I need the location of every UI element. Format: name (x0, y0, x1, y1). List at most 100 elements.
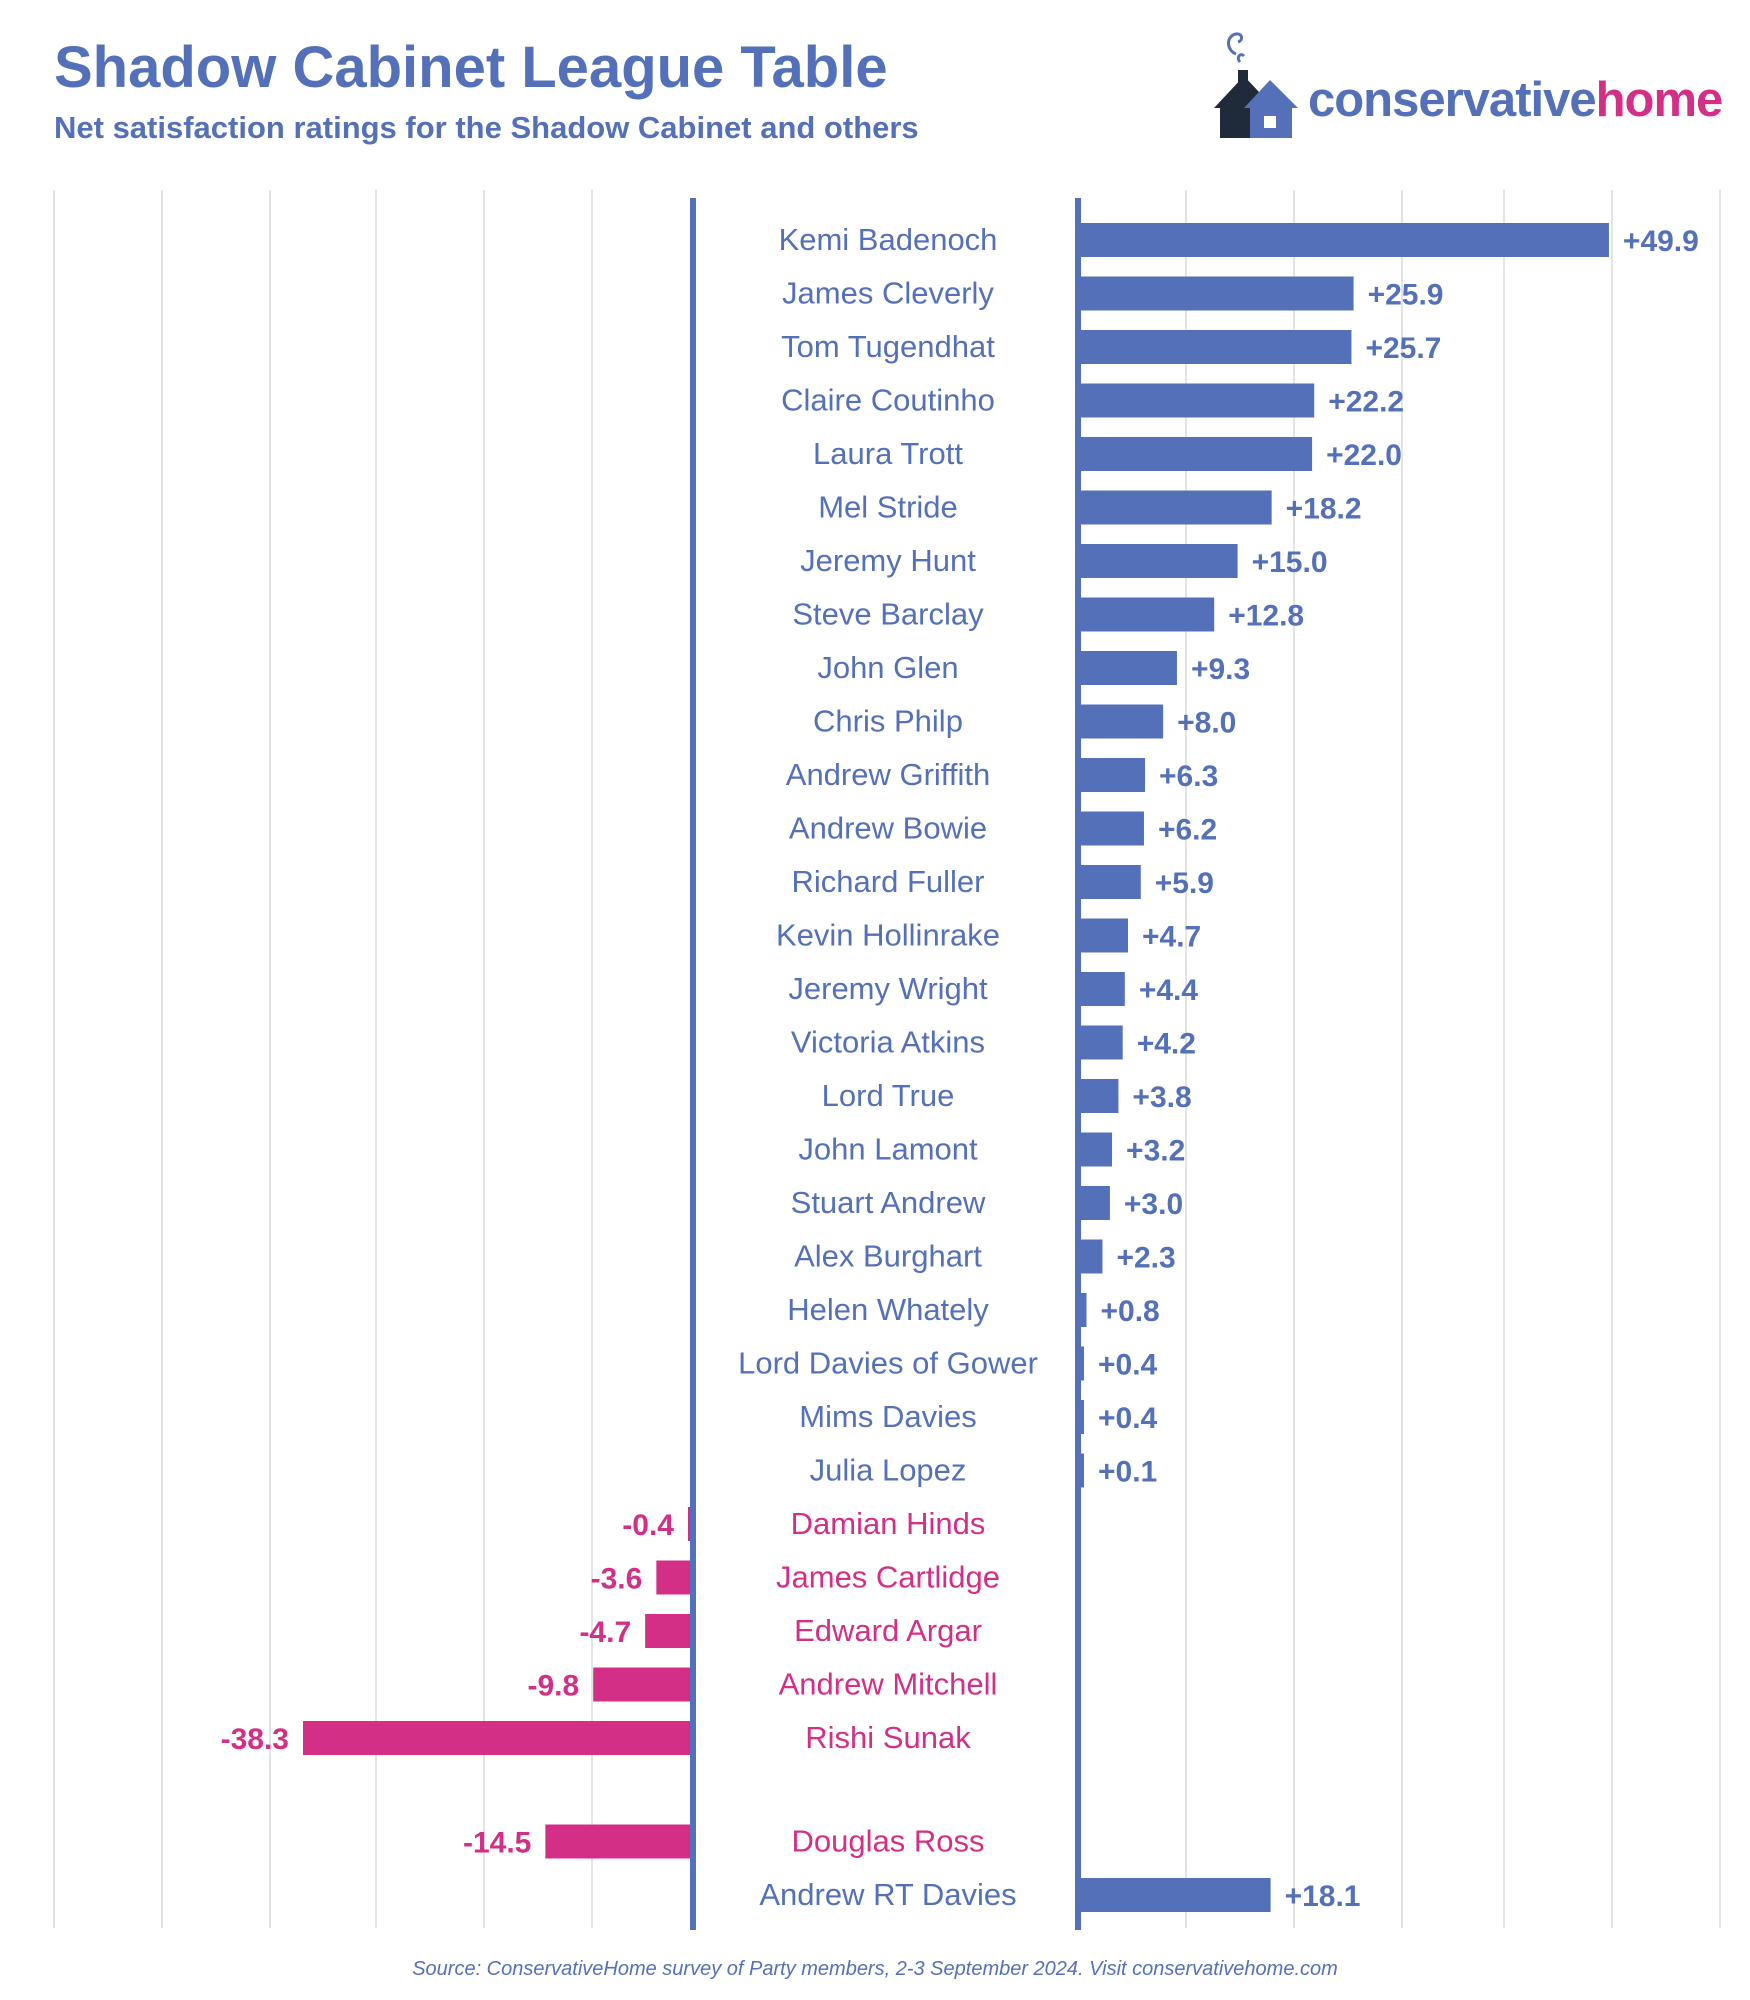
data-label: +25.9 (1368, 279, 1444, 312)
data-label: +5.9 (1155, 867, 1214, 900)
data-label: +18.2 (1286, 493, 1362, 526)
data-label: +3.2 (1126, 1135, 1185, 1168)
data-label: +4.2 (1137, 1028, 1196, 1061)
category-label: Jeremy Hunt (800, 543, 976, 578)
data-label: +49.9 (1623, 225, 1699, 258)
chart-area: Kemi Badenoch +49.9 James Cleverly +25.9 Tom… (53, 190, 1721, 1930)
data-label: +15.0 (1252, 546, 1328, 579)
house-with-chimney-icon (1214, 32, 1298, 138)
data-label: +25.7 (1365, 332, 1441, 365)
category-label: James Cartlidge (776, 1560, 1000, 1595)
category-label: Julia Lopez (810, 1453, 967, 1488)
data-label: +9.3 (1191, 653, 1250, 686)
data-label: +0.8 (1101, 1295, 1160, 1328)
bar (1078, 704, 1164, 739)
category-label: John Lamont (798, 1132, 978, 1167)
category-label: Jeremy Wright (788, 971, 988, 1006)
bar (1078, 223, 1609, 257)
bar (645, 1614, 693, 1648)
bar (1078, 597, 1215, 632)
category-label: Alex Burghart (794, 1239, 982, 1274)
data-label: +0.1 (1098, 1456, 1157, 1489)
bar (303, 1721, 693, 1755)
data-label: +6.2 (1158, 814, 1217, 847)
bar (1078, 651, 1177, 685)
category-label: Lord True (822, 1078, 955, 1113)
category-label: Damian Hinds (791, 1506, 986, 1541)
bar (1078, 544, 1238, 578)
category-label: Andrew Bowie (789, 811, 987, 846)
data-label: +0.4 (1098, 1349, 1158, 1382)
category-label: Andrew RT Davies (759, 1877, 1016, 1912)
category-label: Tom Tugendhat (781, 329, 995, 364)
data-label: +6.3 (1159, 760, 1218, 793)
category-label: Andrew Mitchell (779, 1667, 998, 1702)
bar (656, 1560, 693, 1595)
bar (1078, 865, 1141, 899)
chart-subtitle: Net satisfaction ratings for the Shadow … (54, 110, 919, 145)
data-label: -38.3 (221, 1723, 289, 1756)
data-label: +12.8 (1228, 600, 1304, 633)
category-label: Mel Stride (818, 490, 958, 525)
data-label: -9.8 (528, 1670, 580, 1703)
category-label: John Glen (817, 650, 958, 685)
brand-logo[interactable]: conservativehome (1212, 26, 1723, 146)
category-label: Steve Barclay (792, 597, 984, 632)
category-label: Andrew Griffith (786, 757, 990, 792)
bar (1078, 276, 1354, 311)
data-label: +2.3 (1116, 1242, 1175, 1275)
data-label: +3.8 (1132, 1081, 1191, 1114)
category-label: Richard Fuller (792, 864, 985, 899)
category-label: Chris Philp (813, 704, 963, 739)
bar (1078, 383, 1315, 418)
category-label: James Cleverly (782, 276, 994, 311)
data-label: +0.4 (1098, 1402, 1158, 1435)
bar (1078, 972, 1125, 1006)
logo-wordmark: conservativehome (1308, 72, 1724, 128)
bar (1078, 918, 1129, 953)
category-label: Mims Davies (799, 1399, 976, 1434)
data-label: +18.1 (1285, 1880, 1361, 1913)
category-label: Helen Whately (787, 1292, 989, 1327)
category-label: Claire Coutinho (781, 383, 995, 418)
bar (545, 1824, 693, 1859)
category-label: Lord Davies of Gower (738, 1346, 1038, 1381)
data-label: +3.0 (1124, 1188, 1183, 1221)
data-label: -0.4 (622, 1509, 674, 1542)
bar (1078, 1878, 1271, 1912)
bar (1078, 1293, 1087, 1327)
bar (593, 1667, 693, 1702)
bar (1078, 1239, 1103, 1274)
bar (1078, 1079, 1119, 1113)
data-label: +4.7 (1142, 921, 1201, 954)
data-label: -4.7 (579, 1616, 631, 1649)
category-label: Douglas Ross (792, 1824, 985, 1859)
logo-word-conservative: conservative (1308, 73, 1597, 127)
bar (1078, 330, 1352, 364)
data-label: -14.5 (463, 1827, 531, 1860)
bar (1078, 758, 1146, 792)
bar (1078, 437, 1313, 471)
positive-axis-line (1075, 198, 1081, 1930)
category-label: Kemi Badenoch (779, 222, 998, 257)
data-label: -3.6 (591, 1563, 643, 1596)
negative-axis-line (690, 198, 696, 1930)
bar (1078, 1186, 1110, 1220)
data-label: +22.0 (1326, 439, 1402, 472)
bar (1078, 490, 1272, 525)
category-label: Victoria Atkins (791, 1025, 985, 1060)
data-label: +4.4 (1139, 974, 1199, 1007)
data-label: +22.2 (1328, 386, 1404, 419)
source-note: Source: ConservativeHome survey of Party… (412, 1958, 1338, 1980)
category-label: Kevin Hollinrake (776, 918, 1000, 953)
bar (1078, 1132, 1113, 1167)
category-label: Laura Trott (813, 436, 963, 471)
category-label: Stuart Andrew (791, 1185, 986, 1220)
bar (1078, 811, 1144, 846)
data-label: +8.0 (1177, 707, 1236, 740)
category-label: Edward Argar (794, 1613, 982, 1648)
bar (1078, 1025, 1123, 1060)
category-label: Rishi Sunak (805, 1720, 971, 1755)
chart-title: Shadow Cabinet League Table (54, 35, 888, 100)
logo-word-home: home (1595, 73, 1724, 127)
